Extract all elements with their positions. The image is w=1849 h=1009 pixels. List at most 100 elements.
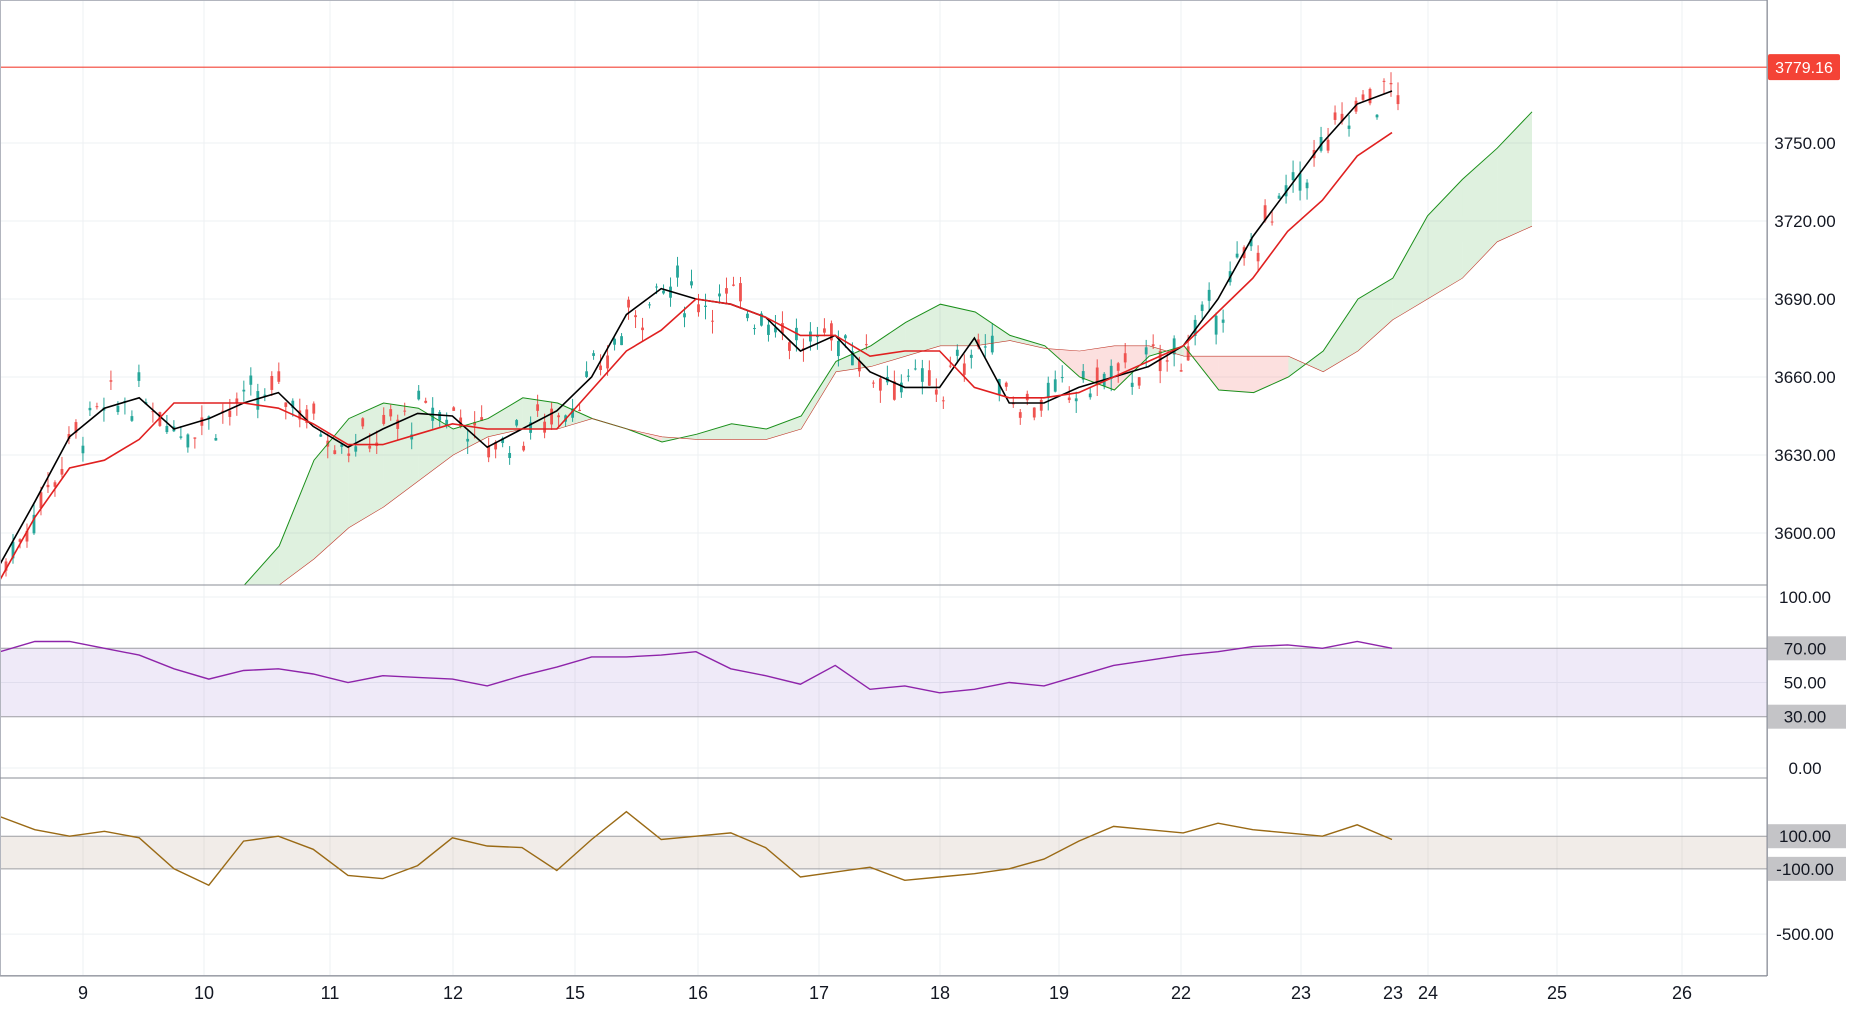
candle-body[interactable] — [1018, 412, 1022, 418]
candle-body[interactable] — [305, 409, 309, 424]
candle-body[interactable] — [1060, 377, 1064, 379]
candle-body[interactable] — [1081, 371, 1085, 380]
candle-body[interactable] — [424, 400, 428, 403]
candle-body[interactable] — [291, 400, 295, 409]
candle-body[interactable] — [277, 371, 281, 382]
candle-body[interactable] — [130, 416, 134, 421]
candle-body[interactable] — [249, 375, 253, 385]
candle-body[interactable] — [438, 412, 442, 421]
candle-body[interactable] — [1277, 195, 1281, 199]
candle-body[interactable] — [1249, 239, 1253, 247]
candle-body[interactable] — [662, 290, 665, 294]
candle-body[interactable] — [382, 414, 386, 424]
candle-body[interactable] — [983, 346, 987, 348]
candle-body[interactable] — [1326, 139, 1330, 151]
candle-body[interactable] — [1158, 350, 1162, 372]
candle-body[interactable] — [732, 284, 735, 286]
candle-body[interactable] — [753, 328, 756, 330]
candle-body[interactable] — [452, 407, 456, 411]
candle-body[interactable] — [151, 411, 155, 413]
candle-body[interactable] — [1144, 347, 1148, 355]
candle-body[interactable] — [620, 336, 623, 346]
candle-body[interactable] — [81, 445, 85, 454]
candle-body[interactable] — [906, 375, 910, 377]
candle-body[interactable] — [934, 389, 938, 395]
candle-body[interactable] — [32, 514, 36, 534]
candle-body[interactable] — [466, 438, 470, 442]
candle-body[interactable] — [25, 530, 29, 542]
candle-body[interactable] — [39, 492, 43, 509]
candle-body[interactable] — [1046, 382, 1050, 398]
candle-body[interactable] — [207, 416, 211, 419]
candle-body[interactable] — [1165, 360, 1169, 362]
candle-body[interactable] — [137, 372, 141, 381]
candle-body[interactable] — [1004, 382, 1008, 387]
candle-body[interactable] — [1340, 113, 1344, 122]
candle-body[interactable] — [333, 450, 337, 455]
candle-body[interactable] — [445, 419, 449, 426]
candle-body[interactable] — [948, 365, 952, 367]
candle-body[interactable] — [920, 368, 924, 382]
candle-body[interactable] — [843, 335, 847, 339]
candle-body[interactable] — [697, 304, 700, 313]
candle-body[interactable] — [997, 379, 1001, 396]
candle-body[interactable] — [1207, 289, 1211, 301]
candle-body[interactable] — [1109, 365, 1113, 379]
candle-body[interactable] — [1214, 315, 1218, 335]
candle-body[interactable] — [1032, 407, 1036, 418]
candle-body[interactable] — [459, 417, 463, 428]
candle-body[interactable] — [767, 324, 770, 335]
candle-body[interactable] — [1298, 173, 1302, 191]
candle-body[interactable] — [1074, 398, 1078, 402]
candle-body[interactable] — [88, 407, 92, 411]
price-axis[interactable]: 3750.00 3720.00 3690.00 3660.00 3630.00 3600.… — [1768, 54, 1846, 944]
candle-body[interactable] — [494, 442, 498, 450]
candle-body[interactable] — [11, 541, 15, 559]
candle-body[interactable] — [1263, 205, 1267, 221]
candle-body[interactable] — [683, 313, 686, 318]
candle-body[interactable] — [312, 403, 316, 414]
candle-body[interactable] — [18, 539, 22, 542]
candle-body[interactable] — [892, 381, 896, 400]
candle-body[interactable] — [655, 286, 658, 288]
candle-body[interactable] — [1389, 82, 1393, 85]
candle-body[interactable] — [543, 421, 547, 433]
candle-body[interactable] — [158, 412, 162, 426]
candle-body[interactable] — [1179, 370, 1183, 372]
candle-body[interactable] — [704, 305, 707, 307]
candle-body[interactable] — [487, 445, 491, 458]
candle-body[interactable] — [228, 410, 232, 417]
candle-body[interactable] — [1095, 367, 1099, 386]
candle-body[interactable] — [319, 434, 323, 437]
candle-body[interactable] — [774, 327, 777, 333]
candle-body[interactable] — [480, 417, 484, 421]
candle-body[interactable] — [1137, 377, 1141, 386]
candle-body[interactable] — [1396, 95, 1400, 105]
candle-body[interactable] — [60, 468, 64, 475]
candle-body[interactable] — [955, 349, 959, 356]
candle-body[interactable] — [1221, 319, 1225, 323]
candle-body[interactable] — [396, 419, 400, 429]
candle-body[interactable] — [823, 328, 826, 333]
candle-body[interactable] — [1193, 319, 1197, 336]
candle-body[interactable] — [1151, 344, 1155, 347]
candle-body[interactable] — [927, 370, 931, 386]
candle-body[interactable] — [417, 390, 421, 400]
candlesticks[interactable] — [4, 72, 1400, 577]
candle-body[interactable] — [739, 283, 742, 302]
candle-body[interactable] — [788, 342, 791, 351]
candle-body[interactable] — [340, 444, 344, 447]
candle-body[interactable] — [515, 420, 519, 426]
candle-body[interactable] — [361, 418, 365, 427]
candle-body[interactable] — [648, 304, 651, 306]
candle-body[interactable] — [1116, 363, 1120, 371]
candle-body[interactable] — [214, 438, 218, 441]
candle-body[interactable] — [725, 288, 728, 294]
candle-body[interactable] — [1270, 221, 1274, 223]
candle-body[interactable] — [1291, 172, 1295, 181]
candle-body[interactable] — [165, 425, 169, 433]
candle-body[interactable] — [263, 394, 267, 396]
candle-body[interactable] — [746, 313, 749, 319]
candle-body[interactable] — [809, 331, 812, 342]
